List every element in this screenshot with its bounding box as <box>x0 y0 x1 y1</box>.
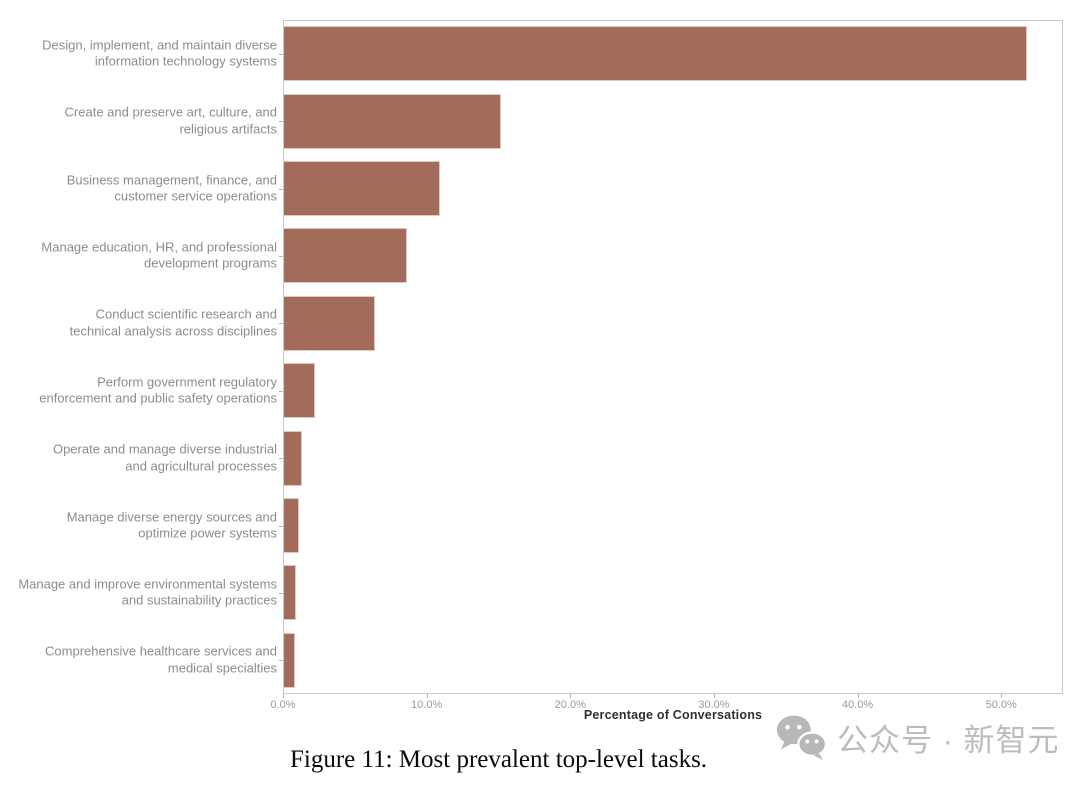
bar <box>284 565 296 621</box>
y-tick <box>279 458 283 459</box>
y-tick <box>279 54 283 55</box>
bar <box>284 430 302 486</box>
bar <box>284 161 440 216</box>
y-tick <box>279 391 283 392</box>
bar <box>284 295 375 351</box>
x-tick <box>858 694 859 698</box>
watermark-text: 公众号 · 新智元 <box>837 722 1060 758</box>
y-tick <box>279 526 283 527</box>
figure-caption: Figure 11: Most prevalent top-level task… <box>290 746 708 773</box>
category-label: Comprehensive healthcare services and me… <box>45 643 277 676</box>
x-tick-label: 10.0% <box>411 699 443 711</box>
x-tick <box>427 694 428 698</box>
x-tick-label: 40.0% <box>841 699 874 711</box>
bar <box>284 93 502 149</box>
y-tick <box>279 593 283 594</box>
y-tick <box>279 189 283 190</box>
y-tick <box>279 256 283 257</box>
x-tick-label: 50.0% <box>985 699 1017 711</box>
category-label: Manage diverse energy sources and optimi… <box>66 509 277 541</box>
category-label: Manage and improve environmental systems… <box>18 576 277 608</box>
bar <box>284 498 299 553</box>
x-tick <box>283 694 284 698</box>
x-tick <box>570 694 571 698</box>
category-label: Conduct scientific research and technica… <box>69 306 277 339</box>
bar <box>284 228 407 284</box>
y-tick <box>279 121 283 122</box>
y-tick <box>279 323 283 324</box>
x-tick <box>714 694 715 698</box>
category-label: Manage education, HR, and professional d… <box>41 239 277 271</box>
y-tick <box>279 660 283 661</box>
watermark: 公众号 · 新智元 <box>774 712 1060 762</box>
x-axis-label: Percentage of Conversations <box>583 708 763 722</box>
x-tick-label: 0.0% <box>270 699 296 711</box>
category-label: Design, implement, and maintain diverse … <box>42 37 277 69</box>
category-label: Perform government regulatory enforcemen… <box>39 374 277 406</box>
x-tick <box>1001 694 1002 698</box>
bar <box>284 26 1028 82</box>
x-tick-label: 20.0% <box>554 699 586 711</box>
bar <box>284 632 296 688</box>
wechat-icon <box>776 715 828 761</box>
category-label: Create and preserve art, culture, and re… <box>64 104 277 137</box>
bar <box>284 363 315 419</box>
category-label: Business management, finance, and custom… <box>66 172 277 204</box>
x-tick-label: 30.0% <box>698 699 730 711</box>
category-label: Operate and manage diverse industrial an… <box>52 441 277 474</box>
